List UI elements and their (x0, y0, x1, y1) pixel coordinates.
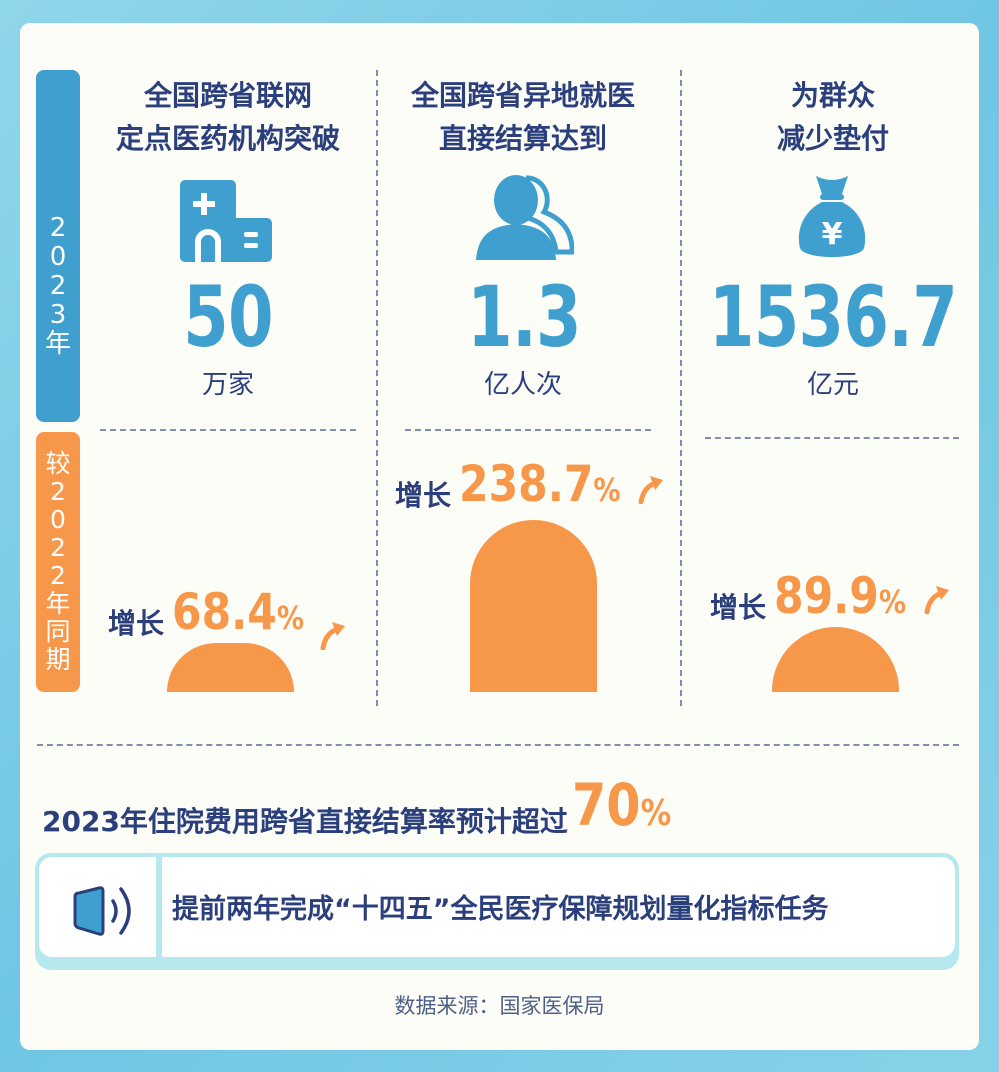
growth-text: 增长 89.9% (710, 570, 929, 628)
section-divider (37, 744, 959, 746)
growth-label: 增长 (710, 591, 767, 624)
person-icon (476, 175, 574, 260)
compare-tab-char: 2 (50, 533, 66, 562)
year-tab-char: 0 (49, 241, 67, 272)
growth-number: 238.7 (459, 455, 594, 513)
compare-tab-char: 0 (50, 505, 66, 534)
growth-value: 89.9% (774, 570, 906, 628)
column-title: 全国跨省联网 定点医药机构突破 (78, 74, 378, 160)
up-arrow-icon (638, 476, 663, 504)
year-tab-char: 3 (49, 299, 67, 330)
year-tab-char: 2 (49, 270, 67, 301)
compare-tab-char: 同 (45, 617, 71, 646)
column-divider (680, 70, 682, 706)
growth-bar (470, 520, 597, 692)
title-line: 减少垫付 (776, 122, 889, 155)
value-unit: 万家 (201, 370, 254, 400)
speaker-icon (73, 886, 131, 936)
title-line: 全国跨省联网 (143, 79, 312, 112)
summary-value: 70% (572, 775, 671, 844)
data-source: 数据来源：国家医保局 (394, 994, 605, 1018)
value-unit: 亿元 (806, 370, 859, 400)
growth-unit: % (878, 583, 907, 621)
column-divider (376, 70, 378, 706)
svg-text:¥: ¥ (822, 217, 843, 252)
summary-number: 70 (571, 771, 641, 839)
title-line: 直接结算达到 (438, 122, 607, 155)
year-tab: 2 0 2 3 年 (36, 70, 80, 422)
growth-number: 89.9 (774, 567, 879, 625)
growth-number: 68.4 (172, 583, 277, 641)
notice-box: 提前两年完成“十四五”全民医疗保障规划量化指标任务 (35, 853, 959, 970)
summary-unit: % (640, 793, 672, 834)
growth-bar (167, 642, 294, 692)
compare-tab-char: 较 (45, 449, 71, 478)
money-bag-icon: ¥ (798, 176, 866, 257)
title-line: 为群众 (790, 79, 875, 112)
notice-inner: 提前两年完成“十四五”全民医疗保障规划量化指标任务 (39, 857, 955, 957)
title-line: 定点医药机构突破 (115, 122, 340, 155)
summary-text: 2023年住院费用跨省直接结算率预计超过 (42, 805, 568, 838)
divider-dashed (405, 429, 651, 431)
title-line: 全国跨省异地就医 (410, 79, 635, 112)
growth-unit: % (276, 599, 305, 637)
value-unit: 亿人次 (483, 370, 562, 400)
year-tab-char: 2 (49, 212, 67, 243)
year-tab-char: 年 (44, 328, 71, 359)
compare-tab-char: 年 (45, 589, 71, 618)
column-title: 全国跨省异地就医 直接结算达到 (373, 74, 673, 160)
hospital-icon (180, 180, 272, 262)
growth-value: 238.7% (459, 458, 621, 516)
compare-tab: 较 2 0 2 2 年 同 期 (36, 432, 80, 692)
growth-label: 增长 (108, 607, 165, 640)
compare-tab-char: 期 (45, 645, 71, 674)
growth-text: 增长 238.7% (395, 458, 649, 516)
compare-tab-char: 2 (50, 561, 66, 590)
notice-divider (156, 857, 162, 957)
up-arrow-icon (924, 586, 949, 614)
up-arrow-icon (320, 622, 345, 650)
compare-tab-char: 2 (50, 477, 66, 506)
growth-value: 68.4% (172, 586, 304, 644)
value-number: 50 (183, 268, 273, 366)
divider-dashed (100, 429, 356, 431)
growth-label: 增长 (395, 479, 452, 512)
growth-unit: % (593, 471, 621, 509)
divider-dashed (705, 437, 959, 439)
growth-text: 增长 68.4% (108, 586, 327, 644)
value-number: 1.3 (467, 268, 582, 366)
notice-text: 提前两年完成“十四五”全民医疗保障规划量化指标任务 (172, 894, 829, 925)
value-number: 1536.7 (708, 268, 958, 366)
summary-line: 2023年住院费用跨省直接结算率预计超过 70% (42, 775, 689, 844)
column-title: 为群众 减少垫付 (683, 74, 983, 160)
